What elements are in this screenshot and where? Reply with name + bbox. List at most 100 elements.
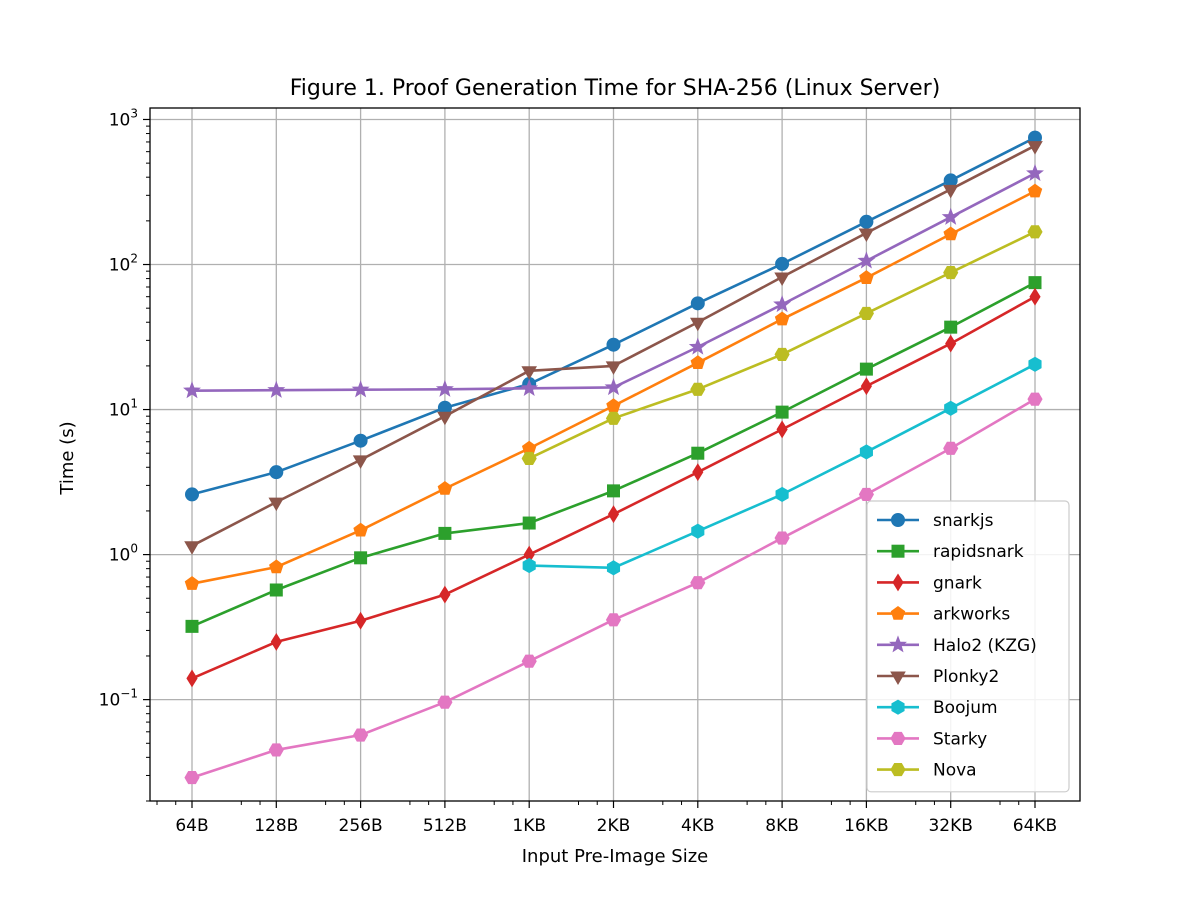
chart-title: Figure 1. Proof Generation Time for SHA-… [290,76,941,101]
y-tick-exponent: 1 [130,397,138,411]
legend-label: Starky [933,729,987,749]
data-point-nova [858,306,874,320]
data-point-arkworks [943,226,958,241]
data-point-plonky2 [1027,141,1043,155]
data-point-halo2-kzg [688,337,707,355]
data-point-starky [184,771,200,785]
data-point-arkworks [353,522,368,537]
data-point-plonky2 [437,411,453,426]
legend-label: arkworks [933,605,1010,625]
legend-marker [892,573,904,592]
series-arkworks [184,183,1043,590]
data-point-snarkjs [606,337,621,352]
data-point-starky [521,654,537,668]
legend-item-plonky2: Plonky2 [877,667,999,687]
data-point-gnark [776,420,788,439]
data-point-plonky2 [774,272,790,287]
y-tick-exponent: −1 [120,687,138,701]
legend-item-nova: Nova [877,761,977,781]
data-point-halo2-kzg [857,251,876,269]
data-point-rapidsnark [775,405,789,419]
y-axis-label: Time (s) [57,421,78,495]
data-point-arkworks [437,481,453,495]
data-point-halo2-kzg [773,295,792,313]
data-point-nova [690,382,706,396]
legend-marker [890,731,906,745]
legend-marker [891,699,905,715]
data-point-starky [1027,392,1043,406]
series-halo2-kzg [183,163,1044,399]
data-point-gnark [945,334,957,353]
data-point-snarkjs [185,487,199,502]
data-point-rapidsnark [269,583,283,597]
data-point-boojum [691,523,705,539]
data-point-starky [858,487,874,501]
data-point-plonky2 [942,184,959,199]
legend-item-gnark: gnark [877,573,982,593]
data-point-plonky2 [858,228,875,242]
y-tick-label: 103 [109,106,138,130]
legend-item-halo2-kzg: Halo2 (KZG) [877,635,1037,656]
data-point-gnark [439,585,451,604]
data-point-rapidsnark [354,551,368,565]
data-point-rapidsnark [944,320,958,334]
legend-marker [891,513,905,527]
data-point-boojum [1028,356,1042,372]
plot-frame [149,107,1081,802]
data-point-plonky2 [352,455,369,469]
legend-label: Nova [933,761,977,781]
x-tick-label: 32KB [928,816,972,836]
data-point-nova [774,347,790,361]
legend-label: gnark [933,573,982,593]
x-tick-label: 256B [339,816,383,836]
data-point-gnark [186,669,198,688]
data-point-halo2-kzg [183,381,201,399]
data-point-halo2-kzg [351,380,370,398]
data-point-halo2-kzg [267,380,286,398]
data-point-boojum [944,400,958,416]
data-point-boojum [522,557,536,574]
data-point-snarkjs [775,256,790,271]
data-point-starky [605,613,622,627]
data-point-starky [943,441,959,455]
y-tick-base: 10 [109,256,131,276]
x-tick-label: 2KB [597,816,631,836]
series-plonky2 [184,141,1043,555]
y-tick-exponent: 3 [130,106,138,120]
data-point-arkworks [690,355,706,369]
x-tick-label: 128B [254,816,298,836]
data-point-arkworks [606,398,621,413]
data-point-plonky2 [184,541,200,555]
legend-item-rapidsnark: rapidsnark [877,542,1024,562]
axis-layer: 64B 128B 256B 512B 1KB 2KB 4KB 8KB 16KB 32KB 64KB 1… [99,106,1058,836]
data-point-gnark [1029,287,1041,306]
data-point-nova [943,266,959,280]
legend-label: Boojum [933,698,998,718]
data-point-starky [353,728,369,742]
data-point-nova [1027,225,1043,239]
x-tick-label: 8KB [765,816,799,836]
x-tick-label: 1KB [512,816,546,836]
legend-item-snarkjs: snarkjs [877,511,994,531]
series-starky [184,392,1043,785]
legend-marker [889,635,907,653]
series-layer [183,130,1044,785]
data-point-halo2-kzg [520,378,539,396]
legend-marker [890,671,906,685]
data-point-starky [437,695,453,709]
data-point-rapidsnark [522,516,536,530]
data-point-arkworks [184,576,200,590]
legend-label: rapidsnark [933,542,1024,562]
data-point-halo2-kzg [941,207,960,225]
series-nova [521,225,1043,466]
data-point-plonky2 [268,497,285,512]
x-tick-label: 64B [175,816,208,836]
legend-label: Plonky2 [933,667,999,687]
data-point-gnark [860,377,872,396]
x-tick-label: 64KB [1013,816,1057,836]
data-point-plonky2 [690,317,706,332]
y-tick-base: 10 [99,691,121,711]
data-point-arkworks [269,559,284,574]
data-point-snarkjs [690,296,705,311]
